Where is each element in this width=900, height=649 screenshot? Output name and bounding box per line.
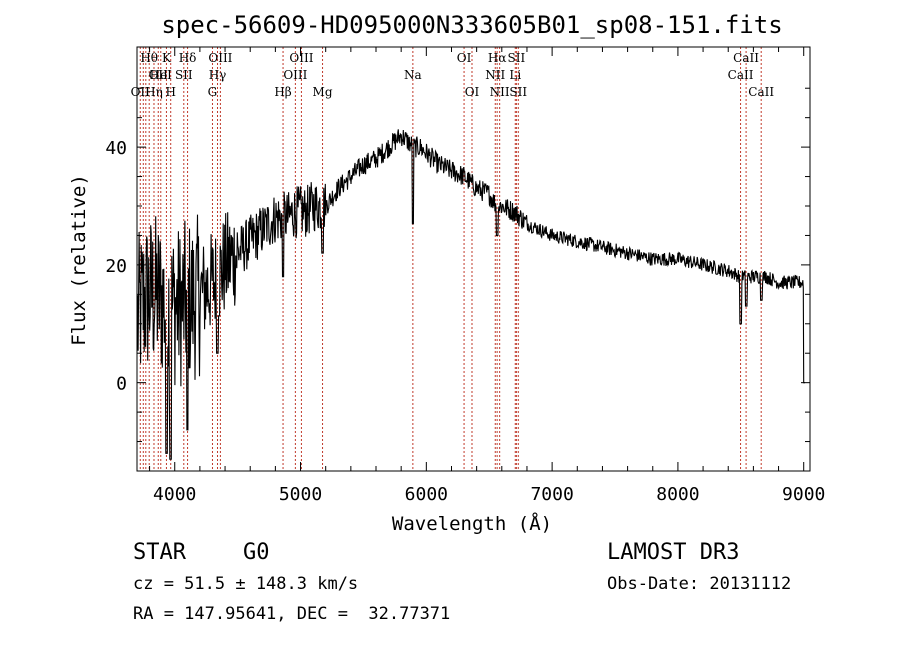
spectral-line-label: SII [508, 51, 526, 65]
object-type: STAR [133, 540, 186, 565]
x-tick-label: 8000 [656, 484, 699, 505]
x-tick-label: 4000 [153, 484, 196, 505]
spectral-line-label: H [165, 85, 175, 99]
spectral-line-label: Hη [145, 85, 163, 99]
spectral-line-label: G [208, 85, 218, 99]
observation-date: Obs-Date: 20131112 [607, 574, 792, 594]
spectral-line-label: Mg [313, 85, 333, 99]
spectral-line-label: HeI [150, 68, 173, 82]
spectral-line-label: Hδ [179, 51, 197, 65]
spectral-line-labels: OIIHθHηOIIHeIKHSIIHδGHγOIIIHβOIIIOIIIMgN… [131, 51, 775, 99]
spectral-line-label: OII [131, 85, 151, 99]
spectral-line-label: CaII [748, 85, 774, 99]
chart-title: spec-56609-HD095000N333605B01_sp08-151.f… [161, 11, 782, 39]
spectral-line-label: CaII [733, 51, 759, 65]
y-tick-label: 40 [105, 138, 127, 159]
spectral-line-label: Na [404, 68, 422, 82]
spectral-line-label: OIII [289, 51, 313, 65]
x-tick-label: 9000 [782, 484, 825, 505]
spectral-line-label: Li [509, 68, 521, 82]
survey-name: LAMOST DR3 [607, 540, 740, 565]
spectral-line-label: SII [509, 85, 527, 99]
spectral-line-label: OIII [283, 68, 307, 82]
x-axis-label: Wavelength (Å) [392, 512, 552, 535]
spectral-line-label: NII [490, 85, 510, 99]
spectral-line-label: OIII [208, 51, 232, 65]
spectrum-line [137, 129, 805, 460]
spectral-line-label: OI [457, 51, 472, 65]
spectral-subclass: G0 [243, 540, 270, 565]
x-tick-label: 6000 [405, 484, 448, 505]
axis-ticks: 4000 5000 6000 7000 8000 9000 0 20 40 [105, 47, 825, 505]
spectral-line-label: Hγ [209, 68, 227, 82]
spectral-line-label: OI [465, 85, 480, 99]
x-tick-label: 5000 [279, 484, 322, 505]
y-tick-label: 20 [105, 256, 127, 277]
redshift-cz: cz = 51.5 ± 148.3 km/s [133, 574, 359, 594]
x-tick-label: 7000 [530, 484, 573, 505]
spectral-line-label: CaII [728, 68, 754, 82]
spectral-line-label: NII [485, 68, 505, 82]
coordinates: RA = 147.95641, DEC = 32.77371 [133, 604, 451, 624]
y-axis-label: Flux (relative) [68, 174, 90, 346]
spectral-line-label: OII [149, 68, 169, 82]
spectral-line-label: Hβ [274, 85, 291, 99]
spectral-line-label: Hθ [140, 51, 158, 65]
plot-frame [136, 46, 811, 472]
spectral-line-label: Hα [488, 51, 507, 65]
spectral-line-label: SII [175, 68, 193, 82]
y-tick-label: 0 [116, 374, 127, 395]
spectral-line-label: K [162, 51, 172, 65]
